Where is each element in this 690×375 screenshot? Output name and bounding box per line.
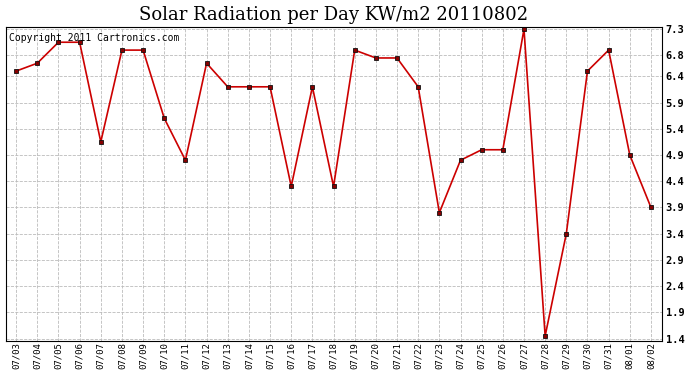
Title: Solar Radiation per Day KW/m2 20110802: Solar Radiation per Day KW/m2 20110802	[139, 6, 528, 24]
Text: Copyright 2011 Cartronics.com: Copyright 2011 Cartronics.com	[9, 33, 179, 43]
